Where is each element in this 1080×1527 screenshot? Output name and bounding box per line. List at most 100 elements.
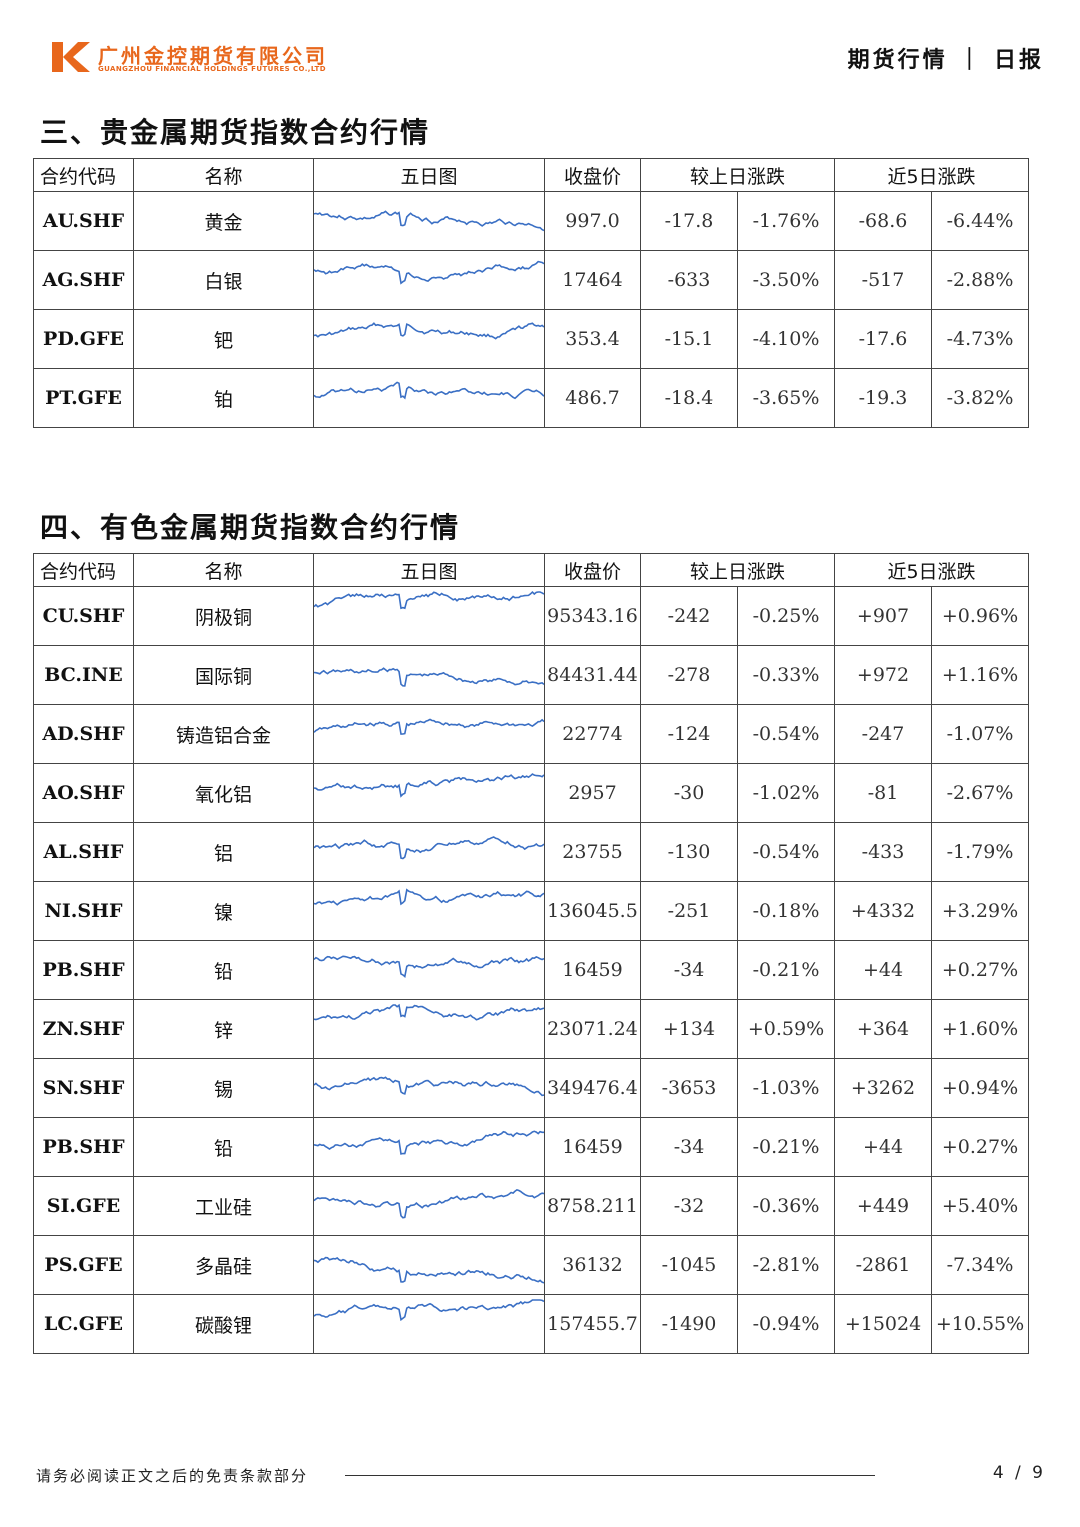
section-title-precious: 三、贵金属期货指数合约行情 [40,116,431,149]
table-row: ZN.SHF 锌 23071.24 +134 +0.59% +364 +1.60% [33,999,1030,1059]
col-header-name: 名称 [133,553,314,587]
sparkline-chart [314,773,544,798]
five-day-change: -247 [834,704,933,764]
five-day-change-pct: +0.27% [931,940,1030,1000]
five-day-change: -19.3 [834,368,933,428]
five-day-change-pct: +0.96% [931,586,1030,646]
table-row: AL.SHF 铝 23755 -130 -0.54% -433 -1.79% [33,822,1030,882]
close-price: 95343.16 [544,586,641,646]
close-price: 136045.5 [544,881,641,941]
col-header-chart: 五日图 [313,553,545,587]
company-name-en: GUANGZHOU FINANCIAL HOLDINGS FUTURES CO.… [98,65,326,73]
close-price: 157455.7 [544,1294,641,1354]
sparkline-chart [314,1003,544,1021]
contract-name: 镍 [133,881,314,941]
contract-code: BC.INE [33,645,134,705]
day-change: -30 [640,763,738,823]
col-header-code: 合约代码 [33,158,134,192]
sparkline-chart [314,1130,544,1155]
col-header-day-change: 较上日涨跌 [639,553,836,587]
sparkline-chart [314,210,544,232]
day-change-pct: -0.54% [736,704,836,764]
sparkline-path [314,260,544,285]
contract-code: AG.SHF [33,250,134,310]
table-row: NI.SHF 镍 136045.5 -251 -0.18% +4332 +3.29% [33,881,1030,941]
contract-name: 铅 [133,940,314,1000]
sparkline-path [314,322,544,340]
contract-name: 白银 [133,250,314,310]
contract-name: 铅 [133,1117,314,1177]
five-day-change-pct: +3.29% [931,881,1030,941]
table-row: LC.GFE 碳酸锂 157455.7 -1490 -0.94% +15024 +10.55… [33,1294,1030,1354]
contract-code: PD.GFE [33,309,134,369]
close-price: 486.7 [544,368,641,428]
five-day-change-pct: -6.44% [931,191,1030,251]
sparkline-chart [314,322,544,340]
five-day-change: -68.6 [834,191,933,251]
sparkline-path [314,773,544,798]
five-day-sparkline [313,881,545,941]
five-day-change: +44 [834,1117,933,1177]
contract-name: 阴极铜 [133,586,314,646]
k-logo-icon [52,42,90,72]
close-price: 353.4 [544,309,641,369]
day-change: -1045 [640,1235,738,1295]
table-row: SI.GFE 工业硅 8758.211 -32 -0.36% +449 +5.40% [33,1176,1030,1236]
sparkline-chart [314,1189,544,1219]
sparkline-chart [314,667,544,687]
contract-code: CU.SHF [33,586,134,646]
day-change: -130 [640,822,738,882]
contract-name: 工业硅 [133,1176,314,1236]
disclaimer-note: 请务必阅读正文之后的免责条款部分 [36,1467,309,1485]
sparkline-path [314,1130,544,1155]
company-name-cn: 广州金控期货有限公司 [98,44,328,68]
day-change: -242 [640,586,738,646]
contract-code: SI.GFE [33,1176,134,1236]
col-header-name: 名称 [133,158,314,192]
day-change: -32 [640,1176,738,1236]
close-price: 16459 [544,940,641,1000]
sparkline-chart [314,718,544,735]
five-day-change: +3262 [834,1058,933,1118]
col-header-chart: 五日图 [313,158,545,192]
day-change: -18.4 [640,368,738,428]
day-change: -633 [640,250,738,310]
five-day-sparkline [313,309,545,369]
sparkline-path [314,1076,544,1097]
day-change-pct: -2.81% [736,1235,836,1295]
contract-code: LC.GFE [33,1294,134,1354]
sparkline-chart [314,1256,544,1284]
five-day-sparkline [313,586,545,646]
five-day-change-pct: +1.16% [931,645,1030,705]
five-day-sparkline [313,368,545,428]
nonferrous-metals-table: 合约代码 名称 五日图 收盘价 较上日涨跌 近5日涨跌 CU.SHF 阴极铜 95343.16-… [33,553,1030,1354]
close-price: 17464 [544,250,641,310]
contract-code: PT.GFE [33,368,134,428]
five-day-change: +4332 [834,881,933,941]
close-price: 16459 [544,1117,641,1177]
col-header-five-day-change: 近5日涨跌 [834,553,1030,587]
day-change-pct: -3.65% [736,368,836,428]
day-change-pct: -0.25% [736,586,836,646]
company-logo: 广州金控期货有限公司 GUANGZHOU FINANCIAL HOLDINGS … [52,40,352,76]
day-change: +134 [640,999,738,1059]
five-day-sparkline [313,999,545,1059]
sparkline-chart [314,260,544,285]
five-day-change-pct: -1.79% [931,822,1030,882]
five-day-sparkline [313,1058,545,1118]
contract-name: 铝 [133,822,314,882]
day-change-pct: -1.76% [736,191,836,251]
sparkline-path [314,955,544,978]
document-type: 期货行情 ｜ 日报 [847,48,1044,73]
sparkline-path [314,1189,544,1219]
five-day-change-pct: -4.73% [931,309,1030,369]
close-price: 997.0 [544,191,641,251]
close-price: 23071.24 [544,999,641,1059]
sparkline-chart [314,590,544,610]
day-change-pct: -0.94% [736,1294,836,1354]
five-day-change-pct: +1.60% [931,999,1030,1059]
page-header: 广州金控期货有限公司 GUANGZHOU FINANCIAL HOLDINGS … [0,0,1080,100]
five-day-sparkline [313,250,545,310]
close-price: 8758.211 [544,1176,641,1236]
contract-name: 铂 [133,368,314,428]
